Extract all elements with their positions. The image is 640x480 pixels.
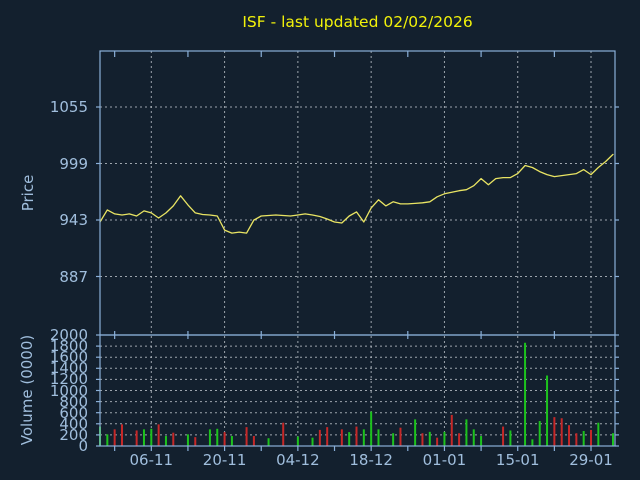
volume-tick-label: 1800 xyxy=(49,337,88,356)
volume-bar xyxy=(142,429,145,446)
volume-tick-label: 1200 xyxy=(49,370,88,389)
volume-tick-label: 1000 xyxy=(49,381,88,400)
volume-bar xyxy=(443,431,446,446)
price-tick-label: 1055 xyxy=(49,98,88,116)
price-tick-label: 943 xyxy=(59,211,88,229)
volume-bar xyxy=(612,433,614,446)
volume-bar xyxy=(509,430,512,446)
volume-bar xyxy=(414,419,417,446)
volume-bar xyxy=(326,427,329,446)
date-tick-label: 15-01 xyxy=(495,451,540,469)
price-tick-label: 887 xyxy=(59,267,88,286)
volume-bar xyxy=(531,439,534,446)
volume-bar xyxy=(113,429,116,446)
volume-bar xyxy=(568,425,571,446)
volume-bar xyxy=(355,426,358,446)
volume-bar xyxy=(502,426,505,446)
volume-tick-label: 1400 xyxy=(49,359,88,378)
volume-tick-label: 2000 xyxy=(49,326,88,344)
price-tick-label: 999 xyxy=(59,154,88,173)
volume-bar xyxy=(245,427,248,446)
volume-bar xyxy=(465,419,468,446)
volume-bar xyxy=(282,422,285,446)
volume-bar xyxy=(340,429,343,446)
volume-bar xyxy=(348,432,351,446)
volume-bar xyxy=(553,417,556,446)
volume-bar xyxy=(370,411,373,446)
volume-bar xyxy=(230,436,233,446)
volume-bar xyxy=(450,414,453,446)
date-tick-label: 20-11 xyxy=(202,451,247,469)
volume-bar xyxy=(106,434,109,446)
volume-tick-label: 800 xyxy=(59,392,88,411)
volume-bar xyxy=(164,436,167,446)
volume-bar xyxy=(194,437,197,446)
volume-bar xyxy=(311,437,314,446)
volume-bar xyxy=(560,418,563,446)
volume-tick-label: 400 xyxy=(59,414,88,433)
volume-bar xyxy=(208,429,211,446)
volume-bar xyxy=(296,436,299,446)
volume-bar xyxy=(267,438,270,446)
volume-bar xyxy=(135,430,138,446)
volume-bar xyxy=(377,429,380,446)
date-tick-label: 01-01 xyxy=(422,451,467,469)
volume-bar xyxy=(223,432,226,446)
volume-bar xyxy=(186,434,189,446)
chart-title: ISF - last updated 02/02/2026 xyxy=(242,13,473,31)
price-line xyxy=(99,153,614,234)
volume-bar xyxy=(458,433,461,446)
volume-bar xyxy=(399,427,402,446)
volume-bar xyxy=(590,429,593,446)
volume-bar xyxy=(421,433,424,446)
volume-bar xyxy=(216,428,219,446)
volume-bar xyxy=(472,429,475,446)
volume-bar xyxy=(318,429,321,446)
volume-tick-label: 1600 xyxy=(49,348,88,367)
volume-tick-label: 0 xyxy=(78,437,88,455)
date-tick-label: 29-01 xyxy=(569,451,613,469)
volume-bar xyxy=(582,431,585,446)
volume-bar xyxy=(480,436,483,446)
volume-bar xyxy=(538,421,541,446)
volume-bar xyxy=(362,429,365,446)
volume-bar xyxy=(252,436,255,446)
volume-bar xyxy=(597,422,600,446)
date-tick-label: 04-12 xyxy=(276,451,320,469)
volume-bar xyxy=(157,424,160,446)
volume-bar xyxy=(524,342,527,446)
volume-bar xyxy=(392,433,395,446)
volume-bar xyxy=(436,437,439,446)
date-tick-label: 06-11 xyxy=(129,451,174,469)
volume-tick-label: 200 xyxy=(59,425,88,444)
price-panel-border xyxy=(99,50,616,336)
volume-tick-label: 600 xyxy=(59,403,88,422)
volume-bar xyxy=(150,428,153,446)
volume-bar xyxy=(575,433,578,446)
volume-bar xyxy=(428,431,431,446)
volume-bar xyxy=(120,424,123,446)
volume-bar xyxy=(546,375,549,446)
date-tick-label: 18-12 xyxy=(349,451,393,469)
volume-bar xyxy=(172,432,175,446)
